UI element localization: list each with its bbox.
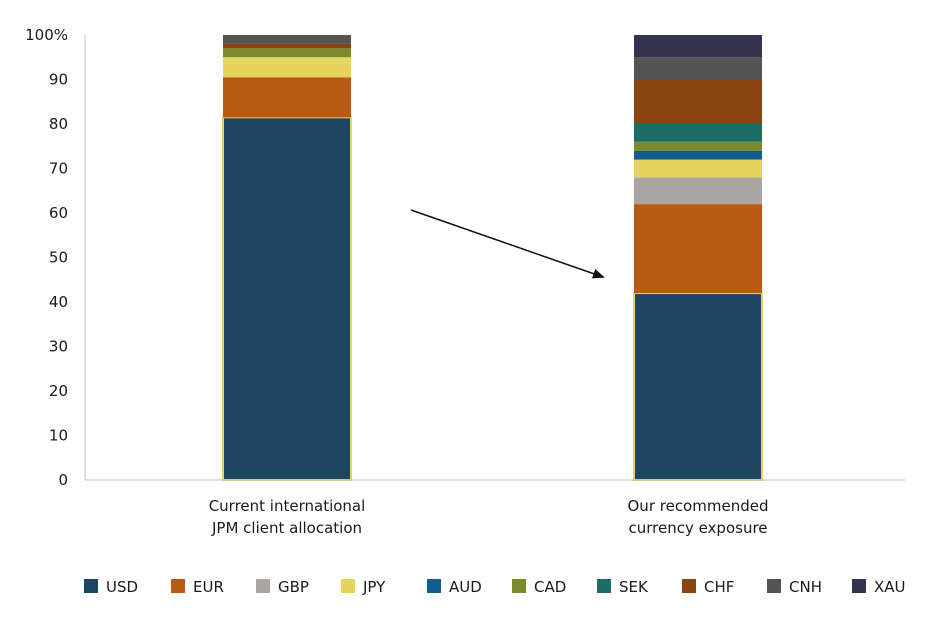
legend-item-xau: XAU	[852, 578, 906, 596]
bar-segment-xau	[634, 35, 762, 58]
legend-label: JPY	[362, 578, 386, 596]
legend-label: CHF	[704, 578, 734, 596]
legend-swatch	[767, 579, 781, 593]
legend-item-gbp: GBP	[256, 578, 309, 596]
legend-item-eur: EUR	[171, 578, 224, 596]
legend-item-cnh: CNH	[767, 578, 822, 596]
legend-label: AUD	[449, 578, 482, 596]
legend-swatch	[682, 579, 696, 593]
legend-swatch	[84, 579, 98, 593]
y-tick-label: 60	[49, 204, 68, 222]
legend-item-usd: USD	[84, 578, 138, 596]
legend-swatch	[512, 579, 526, 593]
y-tick-label: 10	[49, 427, 68, 445]
legend-label: SEK	[619, 578, 649, 596]
y-tick-label: 50	[49, 249, 68, 267]
bar-segment-usd	[222, 116, 352, 481]
bar-segment-chf	[634, 79, 762, 124]
bar-segment-cad	[634, 141, 762, 151]
bar-segment-sek	[634, 124, 762, 142]
legend-swatch	[427, 579, 441, 593]
legend-item-jpy: JPY	[341, 578, 386, 596]
legend-swatch	[852, 579, 866, 593]
y-axis: 0 10 20 30 40 50 60 70 80 90 100%	[25, 26, 86, 489]
x-category-label: currency exposure	[628, 519, 767, 537]
legend-label: USD	[106, 578, 138, 596]
x-category-label: JPM client allocation	[211, 519, 362, 537]
y-tick-label: 20	[49, 382, 68, 400]
y-tick-label: 80	[49, 115, 68, 133]
y-tick-label: 90	[49, 71, 68, 89]
bar-segment-eur	[634, 204, 762, 294]
legend-label: CAD	[534, 578, 566, 596]
legend-swatch	[171, 579, 185, 593]
legend-item-chf: CHF	[682, 578, 734, 596]
x-category-label: Our recommended	[628, 497, 769, 515]
legend-swatch	[256, 579, 270, 593]
bar-segment-eur	[223, 77, 351, 118]
bar-segment-aud	[634, 150, 762, 160]
legend-swatch	[597, 579, 611, 593]
bar-segment-usd	[633, 292, 763, 481]
legend-swatch	[341, 579, 355, 593]
y-tick-label: 30	[49, 338, 68, 356]
bar-segment-cad	[223, 48, 351, 58]
x-axis: Current international JPM client allocati…	[85, 479, 905, 537]
y-tick-label: 70	[49, 160, 68, 178]
annotation	[410, 209, 605, 279]
legend-label: CNH	[789, 578, 822, 596]
legend-label: GBP	[278, 578, 309, 596]
bar-segment-jpy	[634, 159, 762, 178]
legend-item-aud: AUD	[427, 578, 482, 596]
transition-arrow	[410, 209, 605, 279]
bar-segment-cnh	[223, 35, 351, 44]
bars	[222, 35, 763, 481]
legend-label: EUR	[193, 578, 224, 596]
legend-item-cad: CAD	[512, 578, 566, 596]
bar-segment-gbp	[634, 177, 762, 205]
y-tick-label: 0	[58, 471, 68, 489]
x-category-label: Current international	[209, 497, 366, 515]
y-tick-label: 100%	[25, 26, 68, 44]
bar-segment-cnh	[634, 57, 762, 80]
legend: USD EUR GBP JPY AUD CAD SEK CHF CNH XAU	[84, 578, 906, 596]
legend-item-sek: SEK	[597, 578, 649, 596]
bar-segment-chf	[223, 43, 351, 49]
bar-segment-jpy	[223, 57, 351, 78]
legend-label: XAU	[874, 578, 906, 596]
y-tick-label: 40	[49, 293, 68, 311]
